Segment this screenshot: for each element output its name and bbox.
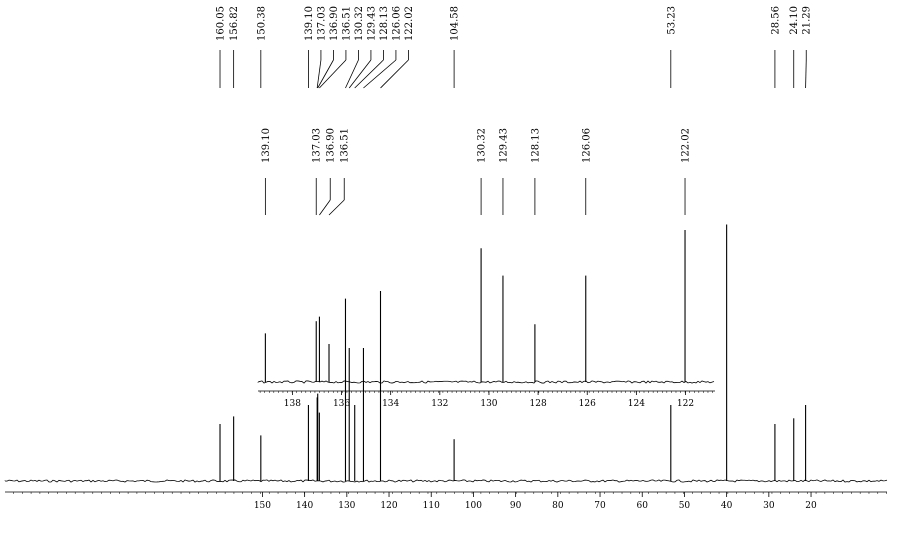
inset-peak-label-group-7: 126.06 (581, 128, 592, 215)
main-peak-label-group-3: 139.10 (304, 6, 315, 88)
main-tick-label-11: 40 (721, 501, 733, 511)
main-peak-label-group-14: 28.56 (770, 6, 781, 88)
main-peak-label-9: 128.13 (379, 6, 390, 41)
inset-tick-label-2: 134 (382, 399, 399, 409)
inset-peak-label-group-8: 122.02 (681, 128, 692, 215)
main-tick-label-3: 120 (380, 501, 397, 511)
main-peak-label-5: 136.90 (329, 6, 340, 41)
inset-peak-label-group-6: 128.13 (530, 128, 541, 215)
inset-peak-label-0: 139.10 (261, 128, 272, 163)
main-peak-label-group-9: 128.13 (354, 6, 390, 89)
main-tick-label-1: 140 (296, 501, 313, 511)
main-peak-label-3: 139.10 (304, 6, 315, 41)
main-tick-label-13: 20 (805, 501, 817, 511)
main-peak-label-6: 136.51 (341, 6, 352, 41)
main-peak-label-group-5: 136.90 (317, 6, 340, 89)
inset-baseline-trace (257, 380, 715, 384)
inset-leader-slant-3 (328, 199, 345, 216)
inset-peak-label-5: 129.43 (498, 128, 509, 163)
main-leader-slant-11 (380, 59, 409, 89)
inset-peak-label-group-2: 136.90 (319, 128, 337, 216)
main-peak-label-group-16: 21.29 (802, 6, 813, 89)
main-peak-label-8: 129.43 (366, 6, 377, 41)
main-peak-label-group-4: 137.03 (316, 6, 327, 89)
main-leader-slant-5 (317, 59, 334, 89)
inset-tick-label-8: 122 (677, 399, 694, 409)
main-leader-slant-6 (319, 59, 347, 89)
inset-peak-label-group-0: 139.10 (261, 128, 272, 215)
main-tick-label-4: 110 (423, 501, 440, 511)
main-peak-label-group-6: 136.51 (319, 6, 352, 89)
inset-peak-label-group-3: 136.51 (328, 128, 351, 216)
main-peak-label-group-15: 24.10 (789, 6, 800, 88)
main-tick-label-9: 60 (637, 501, 649, 511)
inset-peak-label-1: 137.03 (312, 128, 323, 163)
main-spectrum: 150 140 130 120 110 100 90 80 70 60 50 40 30 20 160.05… (4, 6, 888, 511)
main-peak-label-group-11: 122.02 (380, 6, 415, 89)
inset-tick-label-7: 124 (628, 399, 645, 409)
inset-peak-label-group-5: 129.43 (498, 128, 509, 215)
main-peak-label-group-10: 126.06 (363, 6, 402, 89)
main-peak-label-group-1: 156.82 (229, 6, 240, 88)
main-leader-slant-9 (354, 59, 384, 89)
main-tick-label-6: 90 (510, 501, 522, 511)
main-peak-label-11: 122.02 (404, 6, 415, 41)
inset-peak-label-group-1: 137.03 (312, 128, 323, 215)
main-leader-slant-7 (345, 59, 359, 89)
inset-peak-label-4: 130.32 (477, 128, 488, 163)
inset-tick-label-0: 138 (284, 399, 301, 409)
main-peak-label-12: 104.58 (450, 6, 461, 41)
main-baseline-trace (4, 479, 888, 483)
main-peak-label-10: 126.06 (391, 6, 402, 41)
inset-leader-slant-2 (319, 199, 331, 216)
main-leader-slant-8 (348, 59, 372, 89)
inset-tick-label-5: 128 (530, 399, 547, 409)
main-peak-label-group-0: 160.05 (216, 6, 227, 88)
main-peak-label-group-2: 150.38 (256, 6, 267, 88)
main-peak-label-group-7: 130.32 (345, 6, 365, 89)
main-peak-label-15: 24.10 (789, 6, 800, 35)
main-peak-label-4: 137.03 (316, 6, 327, 41)
main-peak-label-7: 130.32 (354, 6, 365, 41)
main-peak-label-group-13: 53.23 (666, 6, 677, 88)
main-leader-slant-4 (316, 59, 322, 89)
inset-tick-label-4: 130 (480, 399, 497, 409)
main-tick-label-12: 30 (763, 501, 775, 511)
main-tick-label-10: 50 (679, 501, 691, 511)
main-peak-label-0: 160.05 (216, 6, 227, 41)
main-tick-label-2: 130 (338, 501, 355, 511)
main-peak-label-1: 156.82 (229, 6, 240, 41)
inset-peak-label-6: 128.13 (530, 128, 541, 163)
main-peak-label-2: 150.38 (256, 6, 267, 41)
inset-tick-label-1: 136 (333, 399, 350, 409)
main-leader-slant-10 (363, 59, 397, 89)
main-peak-label-group-12: 104.58 (450, 6, 461, 88)
inset-peak-label-8: 122.02 (681, 128, 692, 163)
main-tick-label-7: 80 (552, 501, 564, 511)
inset-tick-label-6: 126 (579, 399, 596, 409)
main-tick-label-8: 70 (594, 501, 606, 511)
main-peak-label-13: 53.23 (666, 6, 677, 35)
main-peak-label-group-8: 129.43 (348, 6, 377, 89)
inset-peak-label-3: 136.51 (340, 128, 351, 163)
main-tick-label-5: 100 (465, 501, 482, 511)
main-peak-label-16: 21.29 (802, 6, 813, 35)
inset-peak-label-group-4: 130.32 (477, 128, 488, 215)
inset-peak-label-7: 126.06 (581, 128, 592, 163)
main-peak-label-14: 28.56 (770, 6, 781, 35)
main-tick-label-0: 150 (254, 501, 271, 511)
inset-peak-label-2: 136.90 (326, 128, 337, 163)
main-leader-slant-16 (805, 59, 807, 89)
inset-tick-label-3: 132 (431, 399, 448, 409)
